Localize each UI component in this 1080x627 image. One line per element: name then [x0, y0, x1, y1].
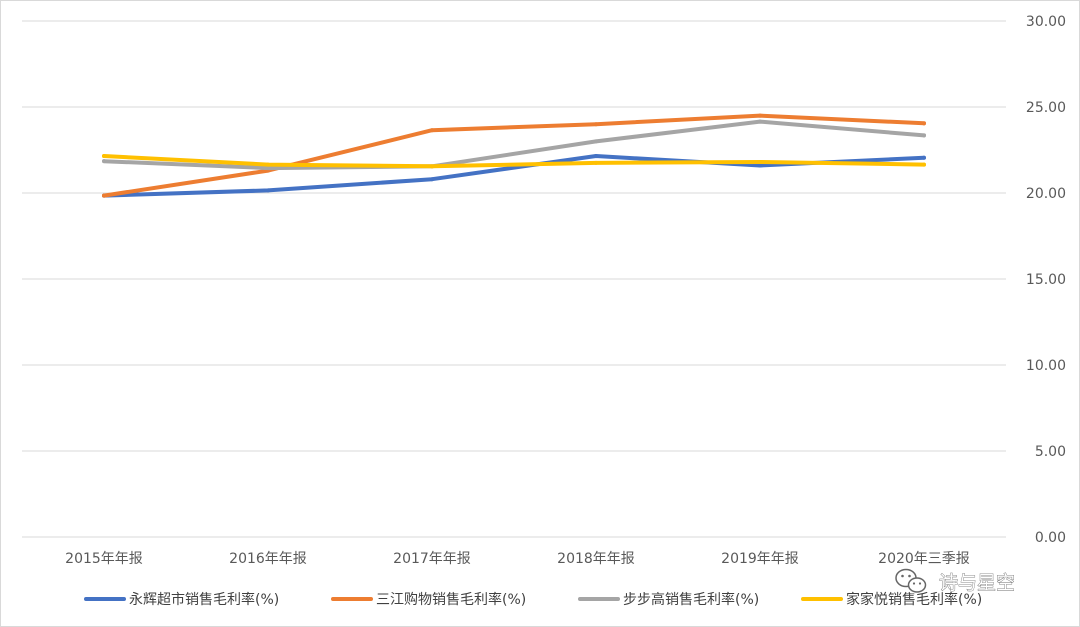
x-tick-label: 2018年年报	[557, 551, 635, 567]
legend-label: 家家悦销售毛利率(%)	[846, 591, 982, 608]
x-tick-label: 2017年年报	[393, 551, 471, 567]
watermark-text: 诗与星空	[939, 572, 1015, 594]
data-point	[266, 162, 270, 167]
series-line-2	[102, 119, 926, 171]
y-tick-label: 10.00	[1026, 358, 1066, 374]
data-point	[922, 121, 926, 126]
x-axis-ticks: 2015年年报 2016年年报 2017年年报 2018年年报 2019年年报 2020年…	[65, 551, 970, 567]
watermark: 诗与星空	[895, 568, 1015, 594]
data-point	[594, 160, 598, 165]
data-point	[758, 113, 762, 118]
legend-label: 永辉超市销售毛利率(%)	[129, 591, 279, 608]
data-point	[266, 188, 270, 193]
data-point	[266, 166, 270, 171]
y-axis-ticks: 0.00 5.00 10.00 15.00 20.00 25.00 30.00	[1026, 14, 1066, 546]
y-tick-label: 5.00	[1035, 444, 1066, 460]
series-lines	[102, 113, 926, 198]
data-point	[758, 160, 762, 165]
y-tick-label: 30.00	[1026, 14, 1066, 30]
data-point	[430, 128, 434, 133]
wechat-icon	[895, 568, 927, 593]
data-point	[758, 163, 762, 168]
data-point	[922, 162, 926, 167]
x-tick-label: 2015年年报	[65, 551, 143, 567]
data-point	[758, 119, 762, 124]
x-tick-label: 2020年三季报	[878, 551, 970, 567]
y-tick-label: 0.00	[1035, 530, 1066, 546]
y-tick-label: 15.00	[1026, 272, 1066, 288]
y-tick-label: 25.00	[1026, 100, 1066, 116]
gridlines	[22, 20, 1006, 538]
data-point	[102, 159, 106, 164]
legend-label: 三江购物销售毛利率(%)	[376, 591, 526, 608]
series-line-1	[102, 113, 926, 198]
data-point	[594, 154, 598, 159]
legend-label: 步步高销售毛利率(%)	[623, 591, 759, 608]
series-line-3	[102, 154, 926, 169]
x-tick-label: 2016年年报	[229, 551, 307, 567]
y-tick-label: 20.00	[1026, 186, 1066, 202]
x-tick-label: 2019年年报	[721, 551, 799, 567]
data-point	[102, 193, 106, 198]
data-point	[430, 177, 434, 182]
data-point	[922, 155, 926, 160]
data-point	[594, 139, 598, 144]
data-point	[594, 122, 598, 127]
data-point	[430, 164, 434, 169]
data-point	[102, 154, 106, 159]
legend: 永辉超市销售毛利率(%) 三江购物销售毛利率(%) 步步高销售毛利率(%) 家家悦销售…	[84, 591, 982, 608]
data-point	[922, 133, 926, 138]
